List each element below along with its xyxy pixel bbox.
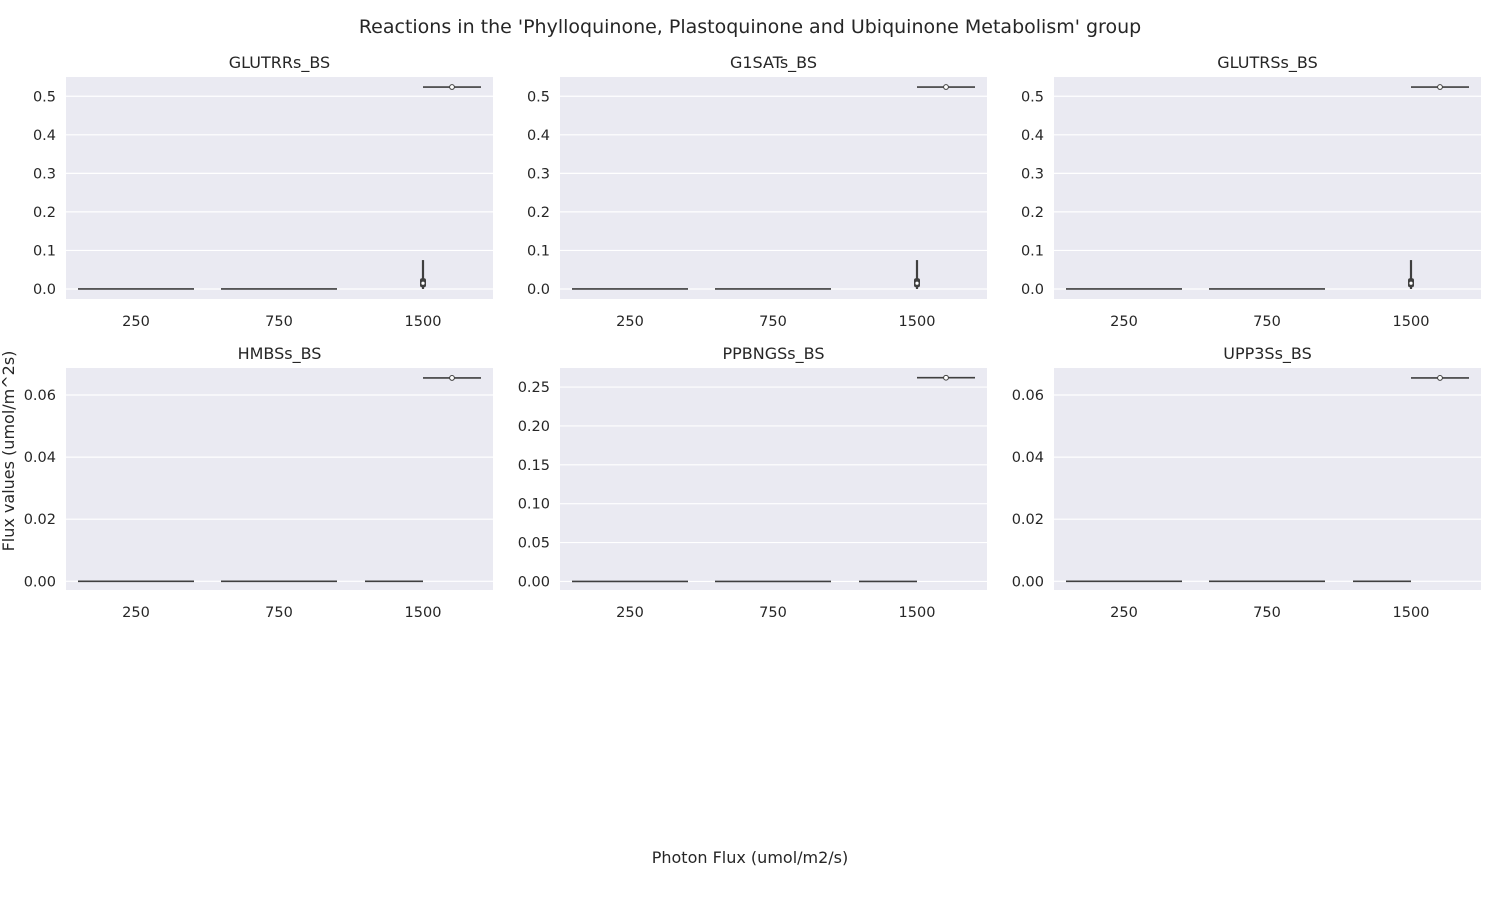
x-tick-label: 1500 (899, 314, 936, 330)
y-tick-label: 0.15 (518, 458, 550, 474)
x-tick-label: 750 (265, 314, 293, 330)
x-tick-label: 1500 (405, 314, 442, 330)
y-tick-label: 0.5 (527, 89, 550, 105)
y-tick-label: 0.3 (527, 166, 550, 182)
y-tick-label: 0.00 (24, 574, 56, 590)
median-marker (943, 84, 949, 90)
x-tick-label: 250 (1110, 605, 1138, 621)
x-tick-label: 750 (1253, 605, 1281, 621)
median-marker (1437, 84, 1443, 90)
y-tick-label: 0.05 (518, 536, 550, 552)
median-marker (449, 375, 455, 381)
subplot-title: PPBNGSs_BS (723, 344, 825, 364)
y-tick-label: 0.00 (1012, 574, 1044, 590)
y-tick-label: 0.4 (33, 128, 56, 144)
y-tick-label: 0.5 (1021, 89, 1044, 105)
y-tick-label: 0.3 (33, 166, 56, 182)
plot-area (560, 368, 987, 590)
y-tick-label: 0.0 (527, 282, 550, 298)
plot-area (1054, 77, 1481, 299)
median-marker (1409, 281, 1413, 285)
y-tick-label: 0.3 (1021, 166, 1044, 182)
x-tick-label: 1500 (1393, 605, 1430, 621)
y-axis-label: Flux values (umol/m^2s) (0, 351, 18, 552)
plot-area (66, 368, 493, 590)
y-tick-label: 0.2 (1021, 205, 1044, 221)
y-tick-label: 0.06 (1012, 388, 1044, 404)
y-tick-label: 0.00 (518, 574, 550, 590)
x-tick-label: 750 (759, 605, 787, 621)
y-tick-label: 0.25 (518, 380, 550, 396)
x-tick-label: 250 (122, 314, 150, 330)
median-marker (421, 281, 425, 285)
x-tick-label: 250 (616, 314, 644, 330)
plot-area (560, 77, 987, 299)
y-tick-label: 0.2 (33, 205, 56, 221)
y-tick-label: 0.1 (527, 243, 550, 259)
y-tick-label: 0.04 (24, 450, 56, 466)
subplot: 0.0 0.1 0.2 0.3 0.4 0.5 250 750 1500 GLUTRSs_BS (1021, 53, 1481, 330)
y-tick-label: 0.4 (1021, 128, 1044, 144)
subplot: 0.00 0.02 0.04 0.06 250 750 1500 UPP3Ss_BS (1012, 344, 1481, 621)
y-tick-label: 0.0 (33, 282, 56, 298)
y-tick-label: 0.06 (24, 388, 56, 404)
subplot-title: GLUTRRs_BS (229, 53, 330, 73)
y-tick-label: 0.20 (518, 419, 550, 435)
x-tick-label: 1500 (405, 605, 442, 621)
plot-area (1054, 368, 1481, 590)
y-tick-label: 0.04 (1012, 450, 1044, 466)
x-tick-label: 250 (616, 605, 644, 621)
x-tick-label: 750 (759, 314, 787, 330)
y-tick-label: 0.4 (527, 128, 550, 144)
x-tick-label: 1500 (1393, 314, 1430, 330)
x-tick-label: 250 (122, 605, 150, 621)
x-tick-label: 750 (1253, 314, 1281, 330)
median-marker (943, 374, 949, 381)
subplot-title: GLUTRSs_BS (1217, 53, 1317, 73)
y-tick-label: 0.02 (1012, 512, 1044, 528)
y-tick-label: 0.10 (518, 497, 550, 513)
y-tick-label: 0.1 (1021, 243, 1044, 259)
y-tick-label: 0.02 (24, 512, 56, 528)
subplot: 0.0 0.1 0.2 0.3 0.4 0.5 250 750 1500 G1SATs_BS (527, 53, 987, 330)
median-marker (915, 281, 919, 285)
subplot-title: G1SATs_BS (730, 53, 817, 73)
x-tick-label: 1500 (899, 605, 936, 621)
subplot: 0.00 0.02 0.04 0.06 250 750 1500 HMBSs_BS (24, 344, 493, 621)
subplot-title: UPP3Ss_BS (1223, 344, 1312, 364)
y-tick-label: 0.0 (1021, 282, 1044, 298)
median-marker (449, 84, 455, 90)
y-tick-label: 0.5 (33, 89, 56, 105)
x-axis-label: Photon Flux (umol/m2/s) (652, 848, 849, 867)
subplot-title: HMBSs_BS (238, 344, 322, 364)
y-tick-label: 0.1 (33, 243, 56, 259)
x-tick-label: 750 (265, 605, 293, 621)
median-marker (1437, 375, 1443, 381)
figure-suptitle: Reactions in the 'Phylloquinone, Plastoq… (359, 16, 1141, 38)
x-tick-label: 250 (1110, 314, 1138, 330)
subplot: 0.00 0.05 0.10 0.15 0.20 0.25 250 750 1500 PPBNGS… (518, 344, 987, 621)
subplot: 0.0 0.1 0.2 0.3 0.4 0.5 250 750 1500 GLUTRRs_BS (33, 53, 493, 330)
y-tick-label: 0.2 (527, 205, 550, 221)
plot-area (66, 77, 493, 299)
